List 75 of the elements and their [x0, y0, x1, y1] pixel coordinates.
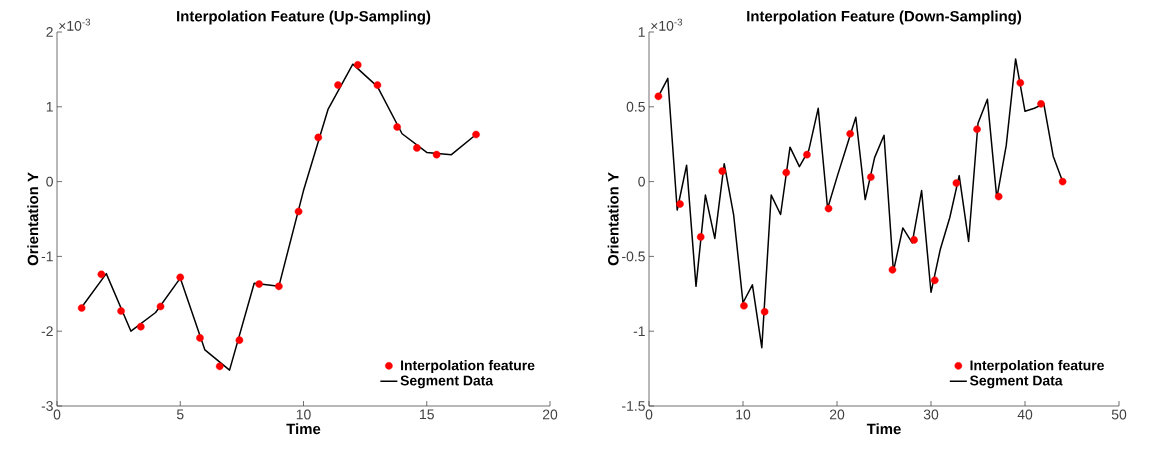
chart-title: Interpolation Feature (Up-Sampling)	[177, 10, 431, 25]
point	[696, 233, 705, 241]
point	[888, 266, 897, 274]
point	[294, 207, 303, 216]
legend-label: Segment Data	[400, 375, 494, 389]
y-tick-label: 2	[46, 27, 53, 37]
point	[930, 276, 939, 285]
point	[413, 144, 421, 152]
legend-label: Interpolation feature	[401, 360, 535, 374]
x-tick-label: 50	[1111, 409, 1127, 420]
point	[824, 204, 833, 213]
point	[952, 179, 961, 187]
point	[676, 200, 684, 208]
legend-label: Interpolation feature	[970, 360, 1104, 374]
point	[973, 125, 981, 134]
text: ×10$^{-3}$	[651, 18, 683, 31]
y-tick-label: 0.5	[626, 101, 645, 112]
point	[215, 362, 224, 371]
x-tick-label: 30	[923, 409, 939, 420]
point	[1037, 100, 1045, 108]
x-tick-label: 15	[420, 409, 434, 420]
point	[846, 129, 854, 138]
x-tick-label: 0	[645, 409, 653, 420]
point	[1058, 177, 1067, 186]
point	[432, 150, 441, 159]
point	[235, 336, 244, 344]
point	[782, 168, 791, 177]
x-tick-label: 0	[53, 409, 61, 420]
point	[994, 192, 1003, 201]
point	[760, 307, 769, 316]
text: ×10$^{-3}$	[59, 18, 91, 31]
x-tick-label: 40	[1017, 409, 1033, 420]
y-tick-label: 0	[638, 176, 645, 187]
legend-label: Segment Data	[969, 375, 1063, 389]
y-tick-label: -2	[41, 326, 53, 337]
point	[740, 301, 748, 310]
point	[117, 307, 125, 315]
x-axis-title: Time	[866, 423, 901, 435]
x-tick-label: 20	[542, 409, 558, 420]
y-tick-label: -1.5	[622, 401, 645, 411]
y-tick-label: -1	[41, 251, 53, 262]
y-axis-title: Orientation Y	[27, 172, 39, 266]
point	[334, 81, 342, 89]
point	[137, 322, 145, 331]
x-axis-title: Time	[286, 423, 321, 435]
point	[255, 280, 263, 288]
point	[867, 173, 875, 181]
y-axis-title: Orientation Y	[607, 172, 619, 266]
y-tick-label: -3	[41, 401, 53, 411]
point	[654, 92, 663, 101]
point	[176, 273, 185, 282]
y-tick-label: 1	[46, 102, 53, 112]
y-tick-label: 1	[638, 27, 645, 37]
point	[373, 81, 382, 89]
point	[196, 334, 204, 342]
point	[97, 270, 106, 279]
point	[77, 304, 86, 312]
y-tick-label: -1	[633, 326, 645, 336]
point	[393, 123, 401, 131]
y-tick-label: 0	[46, 176, 53, 187]
x-tick-label: 10	[296, 409, 311, 420]
x-tick-label: 5	[176, 409, 184, 420]
chart-title: Interpolation Feature (Down-Sampling)	[747, 10, 1022, 25]
x-tick-label: 20	[829, 409, 845, 420]
point	[353, 61, 362, 69]
point	[1016, 79, 1025, 87]
point	[275, 282, 283, 291]
x-tick-label: 10	[736, 409, 751, 420]
y-tick-label: -0.5	[622, 251, 645, 262]
point	[314, 133, 323, 142]
point	[910, 236, 918, 244]
point	[156, 302, 165, 311]
point	[803, 150, 811, 159]
point	[718, 167, 727, 175]
point	[472, 130, 480, 139]
